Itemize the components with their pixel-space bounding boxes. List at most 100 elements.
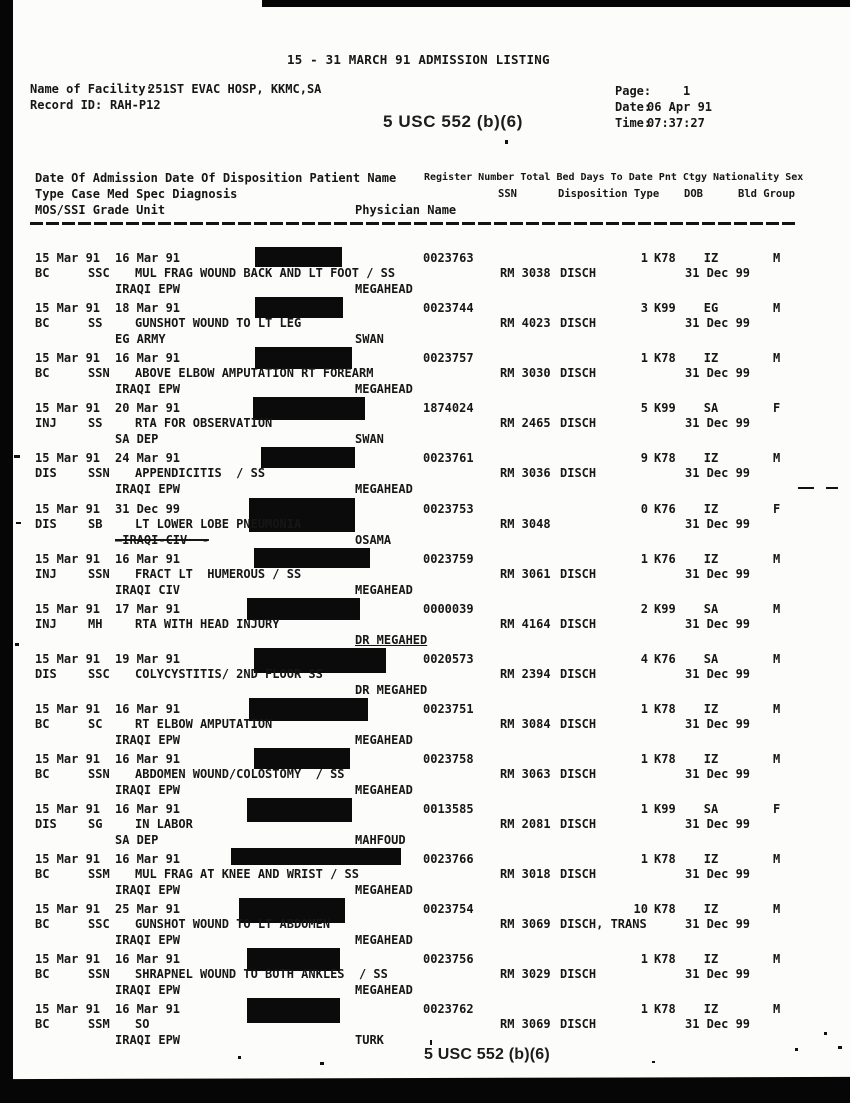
nationality: IZ [703,952,719,966]
diagnosis: SHRAPNEL WOUND TO BOTH ANKLES / SS [135,967,388,981]
total-bed-days: 1 [640,802,648,816]
admission-date: 15 Mar 91 [35,301,101,315]
physician-name: MEGAHEAD [355,933,413,947]
physician-name: MEGAHEAD [355,733,413,747]
diagnosis: IN LABOR [135,817,193,831]
disposition-date: 16 Mar 91 [115,552,181,566]
time-value: 07:37:27 [647,116,705,130]
admission-date: 15 Mar 91 [35,702,101,716]
table-row: 15 Mar 91 24 Mar 91 0023761 9 K78 IZ M D… [0,447,850,499]
total-bed-days: 1 [640,852,648,866]
unit: —IRAQI-CIV - [115,533,209,547]
physician-name: MEGAHEAD [355,282,413,296]
type-case: BC [35,366,50,380]
diagnosis: GUNSHOT WOUND TO LT ABDOMEN [135,917,331,931]
unit: IRAQI EPW [115,282,181,296]
unit: IRAQI EPW [115,733,181,747]
med-spec: SS [88,416,103,430]
type-case: BC [35,266,50,280]
total-bed-days: 1 [640,952,648,966]
disposition-date: 16 Mar 91 [115,852,181,866]
register-number: 0023763 [423,251,474,265]
date-of-birth: 31 Dec 99 [685,767,751,781]
unit: IRAQI EPW [115,1033,181,1047]
date-label: Date: [615,100,652,114]
type-case: BC [35,917,50,931]
diagnosis: LT LOWER LOBE PNEUMONIA [135,517,302,531]
disposition-type: DISCH [560,667,597,681]
table-row: 15 Mar 91 16 Mar 91 0023757 1 K78 IZ M B… [0,347,850,399]
column-header-dob: DOB [684,188,703,200]
med-spec: SSC [88,667,110,681]
med-spec: SSN [88,967,110,981]
sex: M [773,301,781,315]
type-case: INJ [35,416,57,430]
physician-name: MAHFOUD [355,833,406,847]
room-number: RM 3084 [500,717,551,731]
nationality: IZ [703,251,719,265]
physician-name: MEGAHEAD [355,583,413,597]
disposition-type: DISCH [560,967,597,981]
nationality: EG [703,301,719,315]
table-row: 15 Mar 91 16 Mar 91 0023766 1 K78 IZ M B… [0,848,850,900]
date-of-birth: 31 Dec 99 [685,366,751,380]
physician-name: DR MEGAHED [355,683,428,697]
type-case: BC [35,867,50,881]
nationality: IZ [703,852,719,866]
column-header-bld-group: Bld Group [738,188,795,200]
page-title: 15 - 31 MARCH 91 ADMISSION LISTING [287,52,550,67]
admission-date: 15 Mar 91 [35,652,101,666]
register-number: 0020573 [423,652,474,666]
register-number: 0023762 [423,1002,474,1016]
foia-exemption-stamp-bottom: 5 USC 552 (b)(6) [424,1046,550,1063]
diagnosis: ABOVE ELBOW AMPUTATION RT FOREARM [135,366,374,380]
disposition-type: DISCH [560,567,597,581]
patient-category: K78 [654,852,676,866]
diagnosis: MUL FRAG AT KNEE AND WRIST / SS [135,867,359,881]
disposition-type: DISCH [560,316,597,330]
date-of-birth: 31 Dec 99 [685,617,751,631]
med-spec: SSM [88,1017,110,1031]
patient-category: K78 [654,451,676,465]
sex: M [773,702,781,716]
med-spec: MH [88,617,103,631]
redacted-patient-name [261,447,355,468]
physician-name: OSAMA [355,533,392,547]
sex: M [773,852,781,866]
nationality: SA [703,652,719,666]
physician-name: SWAN [355,432,384,446]
redacted-patient-name [247,598,360,620]
sex: M [773,552,781,566]
total-bed-days: 1 [640,702,648,716]
admission-date: 15 Mar 91 [35,952,101,966]
type-case: INJ [35,617,57,631]
disposition-type: DISCH [560,617,597,631]
type-case: BC [35,767,50,781]
admission-date: 15 Mar 91 [35,351,101,365]
disposition-type: DISCH [560,266,597,280]
table-row: 15 Mar 91 17 Mar 91 0000039 2 K99 SA M I… [0,598,850,650]
unit: IRAQI EPW [115,783,181,797]
sex: F [773,802,781,816]
diagnosis: SO [135,1017,150,1031]
sex: M [773,652,781,666]
diagnosis: RTA WITH HEAD INJURY [135,617,280,631]
redacted-patient-name [255,297,343,318]
date-of-birth: 31 Dec 99 [685,1017,751,1031]
type-case: INJ [35,567,57,581]
diagnosis: COLYCYSTITIS/ 2ND FLOOR SS [135,667,323,681]
patient-category: K78 [654,752,676,766]
time-label: Time: [615,116,652,130]
unit: IRAQI EPW [115,933,181,947]
redacted-patient-name [255,247,342,267]
room-number: RM 3063 [500,767,551,781]
total-bed-days: 2 [640,602,648,616]
admission-date: 15 Mar 91 [35,902,101,916]
unit: IRAQI CIV [115,583,181,597]
type-case: DIS [35,466,57,480]
table-row: 15 Mar 91 31 Dec 99 0023753 0 K76 IZ F D… [0,498,850,550]
admission-date: 15 Mar 91 [35,451,101,465]
total-bed-days: 1 [640,251,648,265]
nationality: IZ [703,752,719,766]
